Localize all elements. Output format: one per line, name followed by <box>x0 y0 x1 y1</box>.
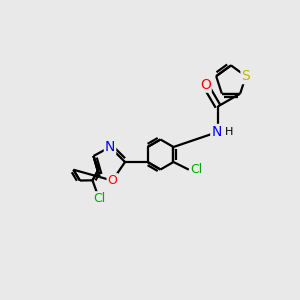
Text: O: O <box>200 78 211 92</box>
Text: N: N <box>105 140 115 154</box>
Text: S: S <box>242 69 250 83</box>
Text: Cl: Cl <box>93 192 105 205</box>
Text: H: H <box>225 127 234 137</box>
Text: Cl: Cl <box>190 163 202 176</box>
Text: N: N <box>211 125 222 139</box>
Text: O: O <box>107 174 117 187</box>
